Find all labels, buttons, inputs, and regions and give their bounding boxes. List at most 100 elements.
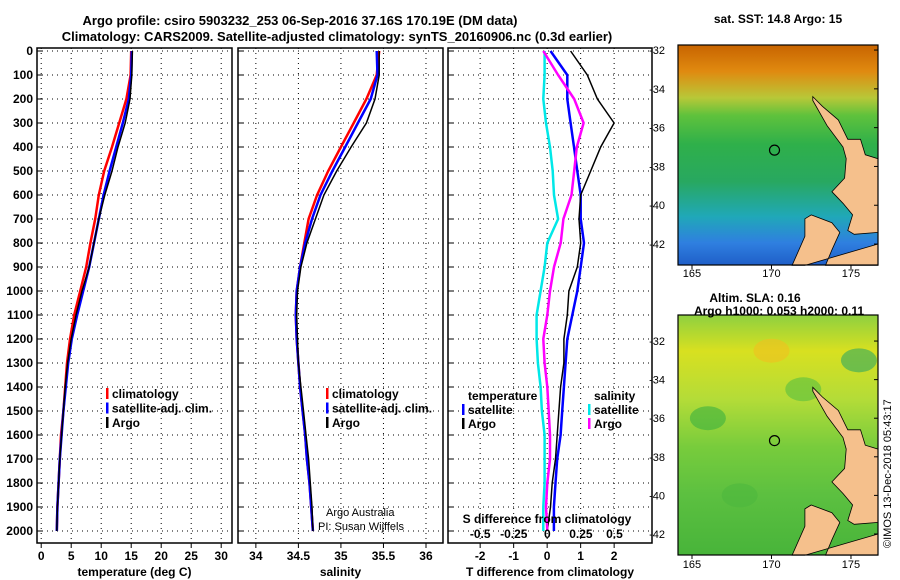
- y-tick-label: 1100: [7, 308, 33, 322]
- annotation-argo-australia: Argo Australia: [326, 507, 395, 519]
- map-lat-label: -38: [649, 452, 665, 464]
- legend-label: climatology: [112, 387, 179, 401]
- map-lat-label: -40: [649, 200, 665, 212]
- sla-anomaly-patch: [785, 377, 822, 402]
- x-tick-label: -1: [508, 549, 519, 563]
- x-tick-label: 2: [611, 549, 618, 563]
- x-tick-label: 30: [215, 549, 229, 563]
- legend-swatch: [462, 418, 465, 429]
- sla-anomaly-patch: [689, 406, 726, 431]
- x-tick-label: 10: [95, 549, 109, 563]
- x-tick-label: 1: [577, 549, 584, 563]
- x2-tick-label: 0.25: [569, 527, 593, 541]
- north-island-landmass: [812, 386, 879, 525]
- legend-swatch: [106, 402, 109, 414]
- map-frame: [677, 44, 879, 266]
- x-tick-label: 34: [249, 549, 263, 563]
- x-tick-label: 20: [155, 549, 169, 563]
- y-tick-label: 500: [13, 164, 33, 178]
- map-lat-label: -36: [649, 413, 665, 425]
- legend-label: Argo: [594, 417, 622, 431]
- x-tick-label: 0: [38, 549, 45, 563]
- y-tick-label: 1900: [6, 500, 33, 514]
- map-lon-label: 175: [842, 268, 860, 280]
- map-lat-label: -32: [649, 45, 665, 57]
- map-frame: [677, 314, 879, 556]
- y-tick-label: 2000: [6, 524, 33, 538]
- legend-label: Argo: [332, 416, 360, 430]
- map-lat-label: -38: [649, 161, 665, 173]
- title-line-1: Argo profile: csiro 5903232_253 06-Sep-2…: [83, 13, 518, 28]
- x2-axis-label: S difference from climatology: [463, 512, 632, 526]
- sla-anomaly-patch: [721, 483, 758, 508]
- y-tick-label: 1200: [6, 332, 33, 346]
- legend-title-temperature: temperature: [468, 389, 538, 403]
- x2-tick-label: 0: [544, 527, 551, 541]
- profile-location-marker: [768, 144, 781, 156]
- x-tick-label: 36: [419, 549, 433, 563]
- map-lat-label: -32: [649, 336, 665, 348]
- legend-swatch: [326, 402, 329, 414]
- map-lon-label: 165: [683, 268, 701, 280]
- title-line-2: Climatology: CARS2009. Satellite-adjuste…: [62, 29, 613, 44]
- legend-swatch: [326, 417, 329, 428]
- x2-tick-label: -0.25: [500, 527, 528, 541]
- sla-anomaly-patch: [840, 348, 877, 373]
- y-tick-label: 1500: [6, 404, 33, 418]
- map-lon-label: 170: [762, 268, 780, 280]
- legend-label: satellite-adj. clim.: [332, 402, 432, 416]
- map-lon-label: 165: [683, 559, 701, 571]
- sla-map-subtitle: Argo h1000: 0.053 h2000: 0.11: [694, 304, 864, 318]
- sst-map: [677, 44, 879, 269]
- plot-frame: [237, 47, 444, 544]
- legend-label: satellite-adj. clim.: [112, 402, 212, 416]
- legend-swatch: [106, 417, 109, 428]
- y-tick-label: 300: [13, 116, 33, 130]
- series-line-s-argo: [542, 50, 585, 532]
- y-tick-label: 0: [26, 44, 33, 58]
- legend-label: Argo: [112, 416, 140, 430]
- sla-anomaly-patch: [753, 338, 790, 363]
- map-lon-label: 170: [762, 559, 780, 571]
- x2-tick-label: 0.5: [606, 527, 623, 541]
- map-lon-label: 175: [842, 559, 860, 571]
- map-lat-label: -42: [649, 239, 665, 251]
- y-tick-label: 400: [13, 140, 33, 154]
- profile-panel-salinity: [237, 47, 444, 548]
- legend-swatch: [462, 404, 465, 415]
- map-lat-label: -40: [649, 490, 665, 502]
- y-tick-label: 900: [13, 260, 33, 274]
- y-tick-label: 200: [13, 92, 33, 106]
- x-tick-label: 34.5: [287, 549, 311, 563]
- x-tick-label: 35: [334, 549, 348, 563]
- y-tick-label: 100: [13, 68, 33, 82]
- series-line-satellite-adj-clim-: [294, 50, 379, 532]
- profile-location-marker: [768, 434, 781, 447]
- legend-swatch: [588, 404, 591, 415]
- series-line-t-satellite: [549, 50, 586, 531]
- x-tick-label: 5: [68, 549, 75, 563]
- y-tick-label: 1400: [6, 380, 33, 394]
- y-tick-label: 800: [13, 236, 33, 250]
- x2-tick-label: -0.5: [470, 527, 491, 541]
- y-tick-label: 1000: [6, 284, 33, 298]
- series-line-s-satellite: [535, 51, 560, 531]
- y-tick-label: 1700: [6, 452, 33, 466]
- legend-swatch: [588, 418, 591, 429]
- x-tick-label: -2: [475, 549, 486, 563]
- north-island-landmass: [812, 95, 879, 235]
- plot-frame: [36, 47, 233, 544]
- legend-swatch: [106, 388, 109, 399]
- sla-map-title: Altim. SLA: 0.16: [709, 291, 801, 305]
- sst-map-title: sat. SST: 14.8 Argo: 15: [714, 12, 843, 26]
- x-axis-label: T difference from climatology: [466, 565, 634, 579]
- legend-label: climatology: [332, 387, 399, 401]
- profile-panel-difference: [447, 47, 653, 548]
- map-lat-label: -42: [649, 529, 665, 541]
- credit-text: ©IMOS 13-Dec-2018 05:43:17: [882, 399, 894, 548]
- legend-title-salinity: salinity: [594, 389, 636, 403]
- y-tick-label: 600: [13, 188, 33, 202]
- sla-map: [677, 314, 879, 559]
- legend-label: Argo: [468, 417, 496, 431]
